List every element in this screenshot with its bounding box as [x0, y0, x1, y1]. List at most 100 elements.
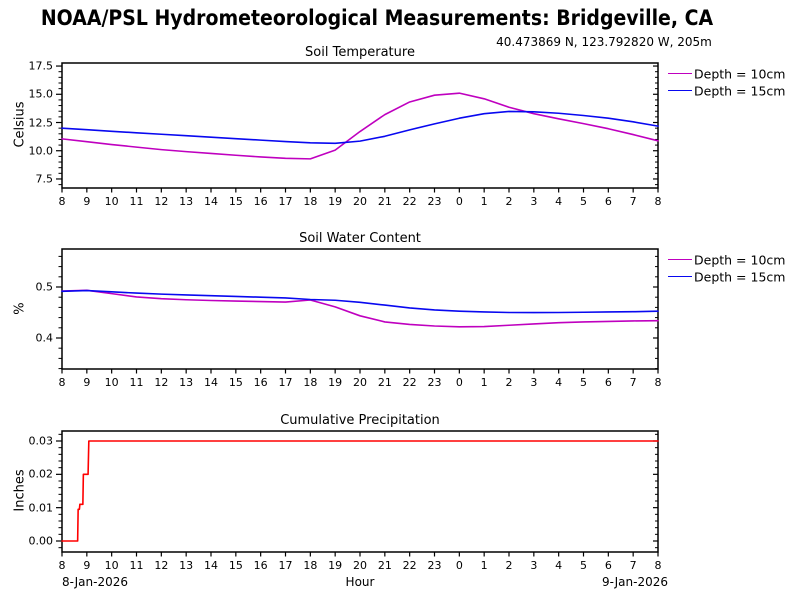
y-tick-label: 0.4	[35, 331, 54, 345]
plot-frame	[61, 430, 659, 553]
figure-title: NOAA/PSL Hydrometeorological Measurement…	[40, 6, 714, 30]
x-tick-label: 16	[253, 559, 268, 572]
y-tick-label: 0.01	[28, 501, 54, 515]
legend-swatch	[668, 259, 692, 260]
x-tick-label: 7	[629, 195, 637, 208]
x-tick-label: 21	[377, 559, 392, 572]
legend-swatch	[668, 90, 692, 91]
x-tick-label: 3	[530, 376, 538, 389]
x-tick-label: 20	[353, 376, 367, 389]
x-tick-label: 19	[328, 559, 343, 572]
y-tick-label: 12.5	[28, 116, 54, 129]
x-tick-label: 18	[303, 195, 318, 208]
x-tick-label: 2	[505, 559, 513, 572]
x-tick-label: 12	[154, 376, 169, 389]
x-tick-label: 0	[455, 195, 463, 208]
x-tick-label: 16	[253, 376, 268, 389]
x-tick-label: 4	[555, 559, 563, 572]
legend-swatch	[668, 73, 692, 74]
x-tick-label: 2	[505, 376, 513, 389]
x-tick-label: 8	[654, 195, 662, 208]
x-tick-label: 11	[129, 559, 144, 572]
series-line	[61, 440, 659, 542]
x-tick-label: 6	[604, 559, 612, 572]
legend-label: Depth = 15cm	[694, 269, 786, 285]
x-tick-label: 10	[104, 376, 119, 389]
x-tick-label: 8	[58, 376, 66, 389]
x-tick-label: 5	[580, 376, 587, 389]
x-tick-label: 13	[179, 195, 194, 208]
x-tick-label: 11	[129, 195, 144, 208]
x-tick-label: 11	[129, 376, 144, 389]
chart-title-soil-temperature: Soil Temperature	[305, 45, 415, 60]
x-tick-label: 1	[480, 559, 488, 572]
x-tick-label: 8	[654, 559, 662, 572]
y-tick-label: 0.00	[28, 534, 54, 548]
series-line	[61, 289, 659, 314]
legend-swatch	[668, 276, 692, 277]
x-tick-label: 21	[377, 376, 392, 389]
x-tick-label: 0	[455, 376, 463, 389]
x-tick-label: 8	[58, 559, 66, 572]
x-tick-label: 9	[83, 559, 91, 572]
chart-title-soil-water-content: Soil Water Content	[299, 231, 421, 246]
x-tick-label: 15	[228, 195, 243, 208]
chart-title-cumulative-precipitation: Cumulative Precipitation	[280, 413, 440, 428]
x-tick-label: 10	[104, 559, 119, 572]
series-line	[61, 289, 659, 328]
x-tick-label: 5	[580, 559, 587, 572]
x-tick-label: 17	[278, 559, 293, 572]
x-tick-label: 17	[278, 376, 293, 389]
x-tick-label: 7	[629, 376, 637, 389]
x-axis-label-hour: Hour	[345, 575, 375, 589]
y-tick-label: 0.5	[35, 280, 54, 294]
x-tick-label: 23	[427, 559, 442, 572]
x-tick-label: 20	[353, 559, 367, 572]
x-tick-label: 3	[530, 195, 538, 208]
x-tick-label: 22	[402, 376, 417, 389]
x-tick-label: 18	[303, 559, 318, 572]
x-tick-label: 22	[402, 195, 417, 208]
x-tick-label: 14	[204, 559, 218, 572]
x-tick-label: 22	[402, 559, 417, 572]
x-tick-label: 23	[427, 376, 442, 389]
x-tick-label: 21	[377, 195, 392, 208]
x-tick-label: 19	[328, 195, 343, 208]
x-tick-label: 17	[278, 195, 293, 208]
legend-label: Depth = 10cm	[694, 66, 786, 82]
x-tick-label: 10	[104, 195, 119, 208]
y-tick-label: 15.0	[28, 87, 54, 101]
x-tick-label: 8	[58, 195, 66, 208]
y-tick-label: 7.5	[35, 172, 54, 186]
x-tick-label: 4	[555, 376, 563, 389]
start-date-label: 8-Jan-2026	[62, 575, 128, 589]
y-tick-label: 0.03	[28, 434, 54, 448]
x-tick-label: 6	[604, 195, 612, 208]
x-tick-label: 13	[179, 376, 194, 389]
x-tick-label: 1	[480, 195, 488, 208]
x-tick-label: 15	[228, 376, 243, 389]
y-tick-label: 17.5	[28, 59, 54, 73]
x-tick-label: 12	[154, 195, 169, 208]
legend-label: Depth = 10cm	[694, 252, 786, 268]
y-tick-label: 0.02	[28, 467, 54, 481]
x-tick-label: 20	[353, 195, 367, 208]
x-tick-label: 18	[303, 376, 318, 389]
y-tick-label: 10.0	[28, 144, 54, 158]
plot-frame	[61, 248, 659, 370]
x-tick-label: 5	[580, 195, 587, 208]
x-tick-label: 9	[83, 376, 91, 389]
series-line	[61, 92, 659, 160]
x-tick-label: 23	[427, 195, 442, 208]
x-tick-label: 4	[555, 195, 563, 208]
x-tick-label: 0	[455, 559, 463, 572]
x-tick-label: 19	[328, 376, 343, 389]
x-tick-label: 13	[179, 559, 194, 572]
x-tick-label: 15	[228, 559, 243, 572]
series-line	[61, 110, 659, 145]
x-tick-label: 16	[253, 195, 268, 208]
x-tick-label: 12	[154, 559, 169, 572]
x-tick-label: 3	[530, 559, 538, 572]
